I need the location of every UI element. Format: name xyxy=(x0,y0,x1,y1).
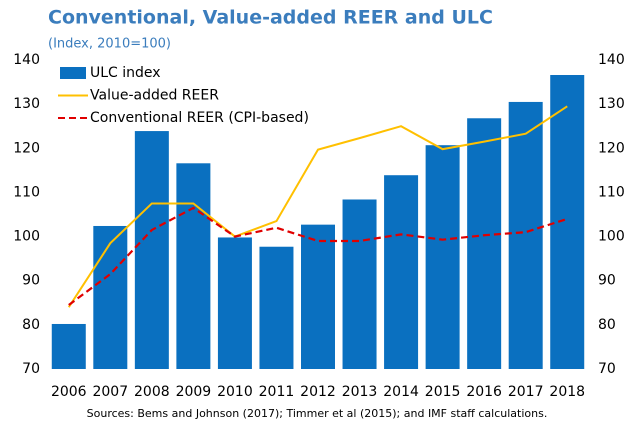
line xyxy=(67,105,568,308)
bar xyxy=(51,323,86,369)
bar xyxy=(259,246,294,369)
subtitle: (Index, 2010=100) xyxy=(48,37,171,52)
x-tick-label: 2016 xyxy=(466,384,502,400)
chart-title: Conventional, Value-added REER and ULC xyxy=(48,7,493,29)
bar xyxy=(217,237,252,369)
y2-tick-label: 70 xyxy=(598,361,616,377)
bar xyxy=(93,225,128,369)
x-tick-label: 2013 xyxy=(342,384,378,400)
y-tick-label: 90 xyxy=(22,273,40,289)
y2-tick-label: 140 xyxy=(598,52,625,68)
y2-tick-label: 110 xyxy=(598,184,625,200)
y2-tick-label: 90 xyxy=(598,273,616,289)
bar xyxy=(301,224,335,369)
x-tick-label: 2018 xyxy=(549,384,585,400)
source: Sources: Bems and Johnson (2017); Timmer… xyxy=(87,407,548,420)
x-tick-label: 2017 xyxy=(508,384,544,400)
y2-tick-label: 130 xyxy=(598,96,625,112)
legend-label: ULC index xyxy=(90,65,161,81)
x-tick-label: 2006 xyxy=(51,384,87,400)
y-tick-label: 120 xyxy=(13,140,40,156)
bar xyxy=(384,175,419,369)
y-tick-label: 130 xyxy=(13,96,40,112)
y2-tick-label: 100 xyxy=(598,229,625,245)
bar xyxy=(467,118,502,369)
x-tick-label: 2011 xyxy=(259,384,295,400)
y-tick-label: 140 xyxy=(13,52,40,68)
legend-label: Conventional REER (CPI-based) xyxy=(90,110,309,126)
x-tick-label: 2010 xyxy=(217,384,253,400)
bar xyxy=(342,199,377,369)
y2-tick-label: 120 xyxy=(598,140,625,156)
y-tick-label: 70 xyxy=(22,361,40,377)
bar xyxy=(508,101,543,369)
x-tick-label: 2012 xyxy=(300,384,336,400)
bar xyxy=(176,163,211,369)
x-tick-label: 2014 xyxy=(383,384,419,400)
line xyxy=(68,206,568,306)
bar xyxy=(425,145,460,369)
y-tick-label: 100 xyxy=(13,229,40,245)
bar xyxy=(550,75,585,369)
x-tick-label: 2015 xyxy=(425,384,461,400)
x-tick-label: 2008 xyxy=(134,384,170,400)
y-tick-label: 80 xyxy=(22,317,40,333)
x-tick-label: 2009 xyxy=(176,384,212,400)
y-tick-label: 110 xyxy=(13,184,40,200)
x-tick-label: 2007 xyxy=(92,384,128,400)
legend-label: Value-added REER xyxy=(90,88,219,104)
legend-swatch xyxy=(60,67,86,79)
y2-tick-label: 80 xyxy=(598,317,616,333)
bar xyxy=(134,131,169,369)
